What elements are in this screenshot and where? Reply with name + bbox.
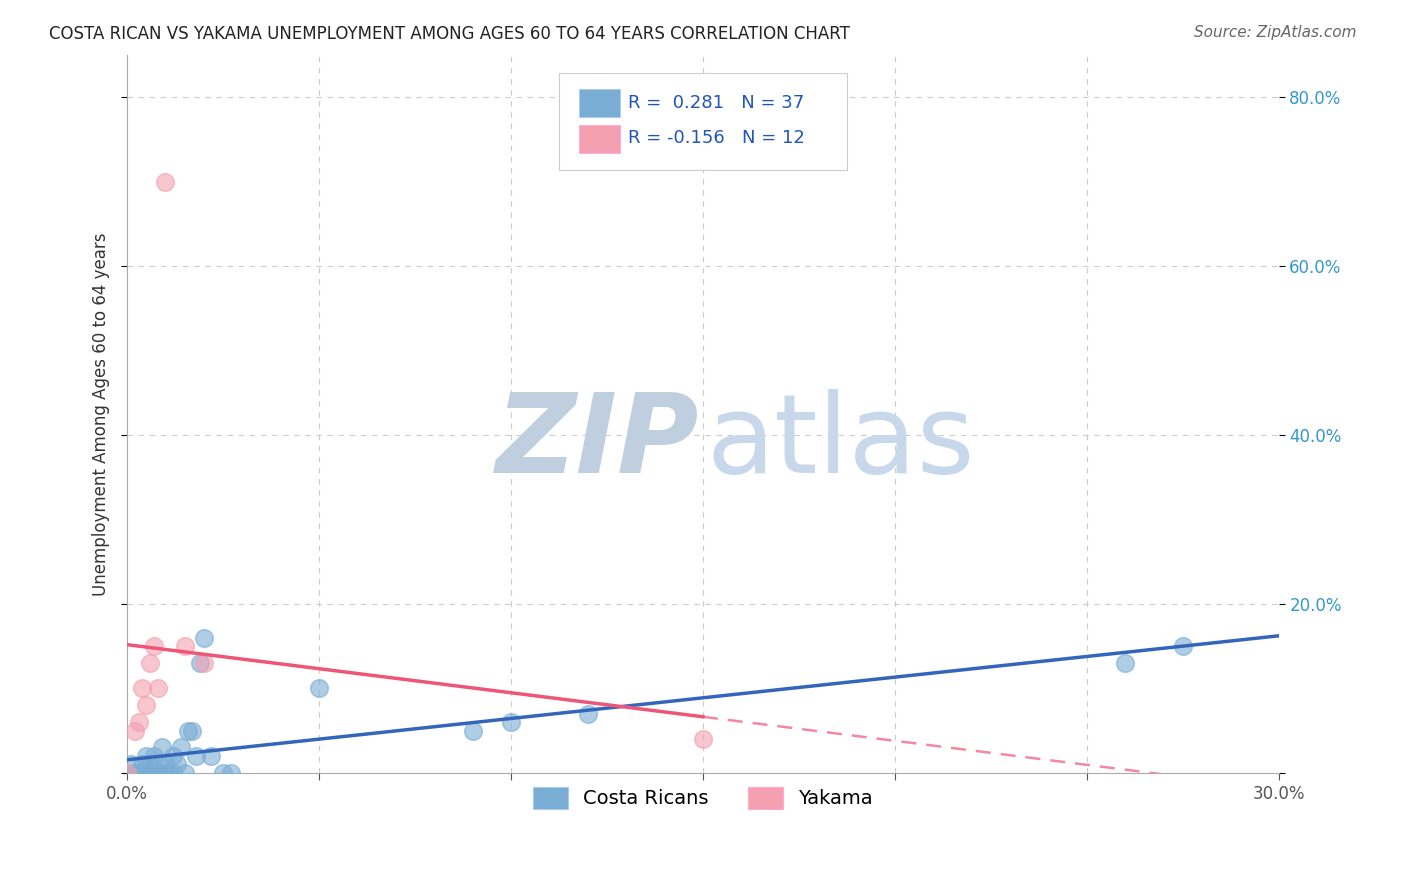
Point — [139, 757, 162, 772]
Point — [115, 765, 138, 780]
FancyBboxPatch shape — [578, 125, 620, 153]
Point — [461, 723, 484, 738]
Point — [177, 723, 200, 738]
Point — [142, 748, 165, 763]
Point — [308, 681, 330, 696]
Point — [142, 639, 165, 653]
Point — [173, 765, 195, 780]
Text: atlas: atlas — [706, 389, 974, 496]
Y-axis label: Unemployment Among Ages 60 to 64 years: Unemployment Among Ages 60 to 64 years — [93, 232, 110, 596]
Point — [131, 681, 153, 696]
Point — [576, 706, 599, 721]
Point — [139, 765, 162, 780]
Point — [193, 656, 215, 670]
Legend: Costa Ricans, Yakama: Costa Ricans, Yakama — [524, 779, 880, 817]
Point — [139, 656, 162, 670]
Point — [155, 175, 177, 189]
Point — [131, 757, 153, 772]
Point — [219, 765, 242, 780]
Point — [166, 757, 188, 772]
Point — [135, 698, 157, 713]
Text: R =  0.281   N = 37: R = 0.281 N = 37 — [628, 94, 804, 112]
Point — [155, 757, 177, 772]
Point — [128, 715, 150, 730]
Point — [120, 757, 142, 772]
Text: COSTA RICAN VS YAKAMA UNEMPLOYMENT AMONG AGES 60 TO 64 YEARS CORRELATION CHART: COSTA RICAN VS YAKAMA UNEMPLOYMENT AMONG… — [49, 25, 851, 43]
Point — [142, 765, 165, 780]
Point — [135, 748, 157, 763]
Text: Source: ZipAtlas.com: Source: ZipAtlas.com — [1194, 25, 1357, 40]
Point — [184, 748, 207, 763]
Point — [135, 765, 157, 780]
Point — [150, 740, 173, 755]
Point — [170, 740, 193, 755]
Text: R = -0.156   N = 12: R = -0.156 N = 12 — [628, 129, 806, 147]
Point — [1171, 639, 1194, 653]
Point — [124, 765, 146, 780]
Point — [157, 765, 180, 780]
FancyBboxPatch shape — [560, 73, 846, 170]
Point — [155, 765, 177, 780]
Point — [181, 723, 204, 738]
Text: ZIP: ZIP — [496, 389, 699, 496]
Point — [124, 723, 146, 738]
Point — [173, 639, 195, 653]
Point — [200, 748, 222, 763]
Point — [188, 656, 211, 670]
Point — [193, 631, 215, 645]
Point — [692, 731, 714, 746]
Point — [146, 681, 169, 696]
Point — [131, 765, 153, 780]
Point — [1114, 656, 1136, 670]
Point — [162, 748, 184, 763]
Point — [115, 765, 138, 780]
Point — [146, 765, 169, 780]
Point — [162, 765, 184, 780]
Point — [146, 757, 169, 772]
FancyBboxPatch shape — [578, 89, 620, 117]
Point — [499, 715, 522, 730]
Point — [212, 765, 235, 780]
Point — [128, 765, 150, 780]
